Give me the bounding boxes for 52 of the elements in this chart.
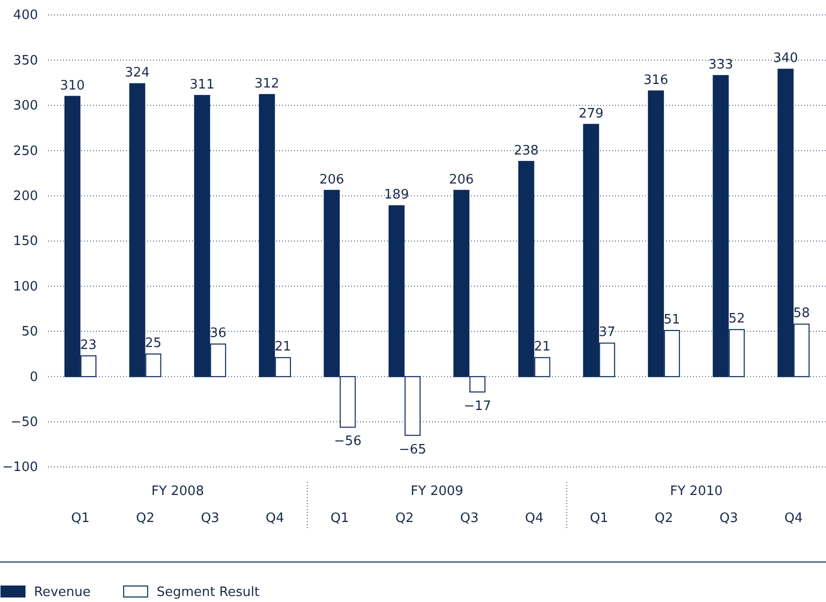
data-label: 340 — [773, 51, 798, 66]
x-tick-label: Q1 — [330, 511, 350, 526]
y-tick-label: 0 — [30, 370, 38, 385]
data-label: 36 — [210, 326, 226, 342]
x-tick-label: Q4 — [784, 511, 803, 526]
x-tick-label: Q3 — [460, 511, 479, 526]
data-label: −17 — [464, 398, 492, 414]
data-label: 312 — [254, 76, 280, 92]
data-label: 333 — [708, 58, 734, 73]
data-label: −56 — [334, 434, 362, 450]
y-tick-label: 200 — [13, 188, 38, 204]
text: FY 2009 — [410, 484, 464, 499]
x-tick-label: Q2 — [654, 511, 674, 526]
data-label: 310 — [60, 78, 85, 94]
y-tick-label: 400 — [13, 8, 38, 24]
x-tick-label: Q2 — [136, 511, 155, 526]
legend-label: Revenue — [34, 585, 91, 600]
data-label: −65 — [398, 442, 426, 458]
data-label: 23 — [80, 338, 97, 353]
x-tick-label: Q2 — [395, 511, 414, 526]
y-tick-label: 100 — [13, 279, 38, 294]
y-tick-label: −100 — [2, 460, 38, 476]
text: FY 2010 — [670, 484, 723, 499]
y-tick-label: 300 — [13, 98, 38, 114]
y-tick-label: −50 — [10, 414, 38, 430]
y-tick-label: 50 — [21, 324, 38, 340]
data-label: 279 — [578, 106, 604, 122]
y-tick-label: 250 — [13, 144, 38, 159]
data-label: 21 — [274, 340, 292, 355]
x-tick-label: Q4 — [266, 511, 284, 526]
data-label: 206 — [319, 172, 344, 188]
data-label: 311 — [190, 77, 214, 92]
legend-label: Segment Result — [156, 585, 260, 600]
x-tick-label: Q1 — [71, 511, 90, 526]
text: FY 2008 — [151, 484, 204, 499]
data-label: 324 — [124, 66, 150, 81]
data-label: 21 — [534, 340, 551, 355]
data-label: 51 — [664, 312, 680, 328]
data-label: 58 — [793, 306, 810, 322]
data-label: 189 — [384, 188, 409, 203]
x-tick-label: Q4 — [524, 511, 544, 526]
data-label: 52 — [728, 312, 746, 327]
y-tick-label: 350 — [13, 53, 38, 68]
data-label: 316 — [644, 72, 668, 88]
data-label: 206 — [449, 172, 474, 188]
data-label: 238 — [514, 143, 539, 158]
data-label: 37 — [598, 325, 616, 340]
x-tick-label: Q3 — [200, 511, 220, 526]
x-tick-label: Q3 — [719, 511, 738, 526]
x-tick-label: Q1 — [590, 511, 608, 526]
y-tick-label: 150 — [13, 234, 38, 250]
data-label: 25 — [144, 336, 162, 351]
